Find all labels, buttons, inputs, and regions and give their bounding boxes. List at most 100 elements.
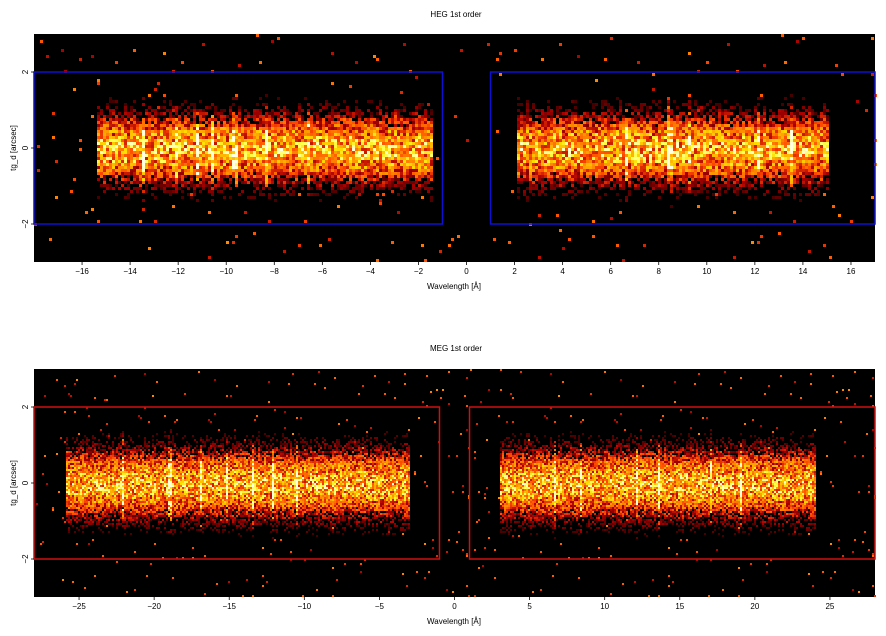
heatmap-cell (265, 169, 268, 172)
heatmap-cell (565, 172, 568, 175)
heatmap-cell (100, 139, 103, 142)
heatmap-cell (616, 130, 619, 133)
heatmap-cell (292, 193, 295, 196)
heatmap-cell (610, 112, 613, 115)
heatmap-cell (193, 148, 196, 151)
heatmap-cell (631, 127, 634, 130)
heatmap-cell (331, 127, 334, 130)
heatmap-cell (694, 136, 697, 139)
heatmap-cell (226, 127, 229, 130)
heatmap-cell (316, 118, 319, 121)
heatmap-cell (376, 148, 379, 151)
heatmap-cell (676, 160, 679, 163)
heatmap-cell (397, 154, 400, 157)
heatmap-cell (580, 139, 583, 142)
heatmap-cell (394, 115, 397, 118)
heatmap-cell (169, 130, 172, 133)
heatmap-cell (223, 151, 226, 154)
heatmap-cell (283, 130, 286, 133)
heatmap-cell (541, 190, 544, 193)
heatmap-cell (277, 124, 280, 127)
heatmap-cell (259, 109, 262, 112)
heatmap-cell (136, 121, 139, 124)
heatmap-cell (655, 133, 658, 136)
heatmap-cell (265, 142, 268, 145)
heatmap-cell (100, 142, 103, 145)
heatmap-cell (598, 184, 601, 187)
heatmap-cell (646, 130, 649, 133)
heatmap-cell (742, 184, 745, 187)
heatmap-cell (253, 109, 256, 112)
heatmap-cell (121, 166, 124, 169)
heatmap-cell (616, 97, 619, 100)
heatmap-cell (559, 178, 562, 181)
heatmap-cell (667, 127, 670, 130)
heatmap-cell (640, 115, 643, 118)
heatmap-cell (553, 163, 556, 166)
heatmap-cell (403, 166, 406, 169)
heatmap-cell (139, 178, 142, 181)
heatmap-cell (643, 175, 646, 178)
heatmap-cell (415, 145, 418, 148)
heatmap-cell (112, 124, 115, 127)
heatmap-cell (340, 148, 343, 151)
heatmap-cell (547, 139, 550, 142)
heatmap-cell (208, 157, 211, 160)
heatmap-cell (631, 139, 634, 142)
heatmap-cell (517, 175, 520, 178)
heatmap-cell (709, 163, 712, 166)
heatmap-cell (370, 175, 373, 178)
heatmap-cell (145, 160, 148, 163)
heatmap-cell (253, 184, 256, 187)
heatmap-cell (139, 172, 142, 175)
heatmap-cell (757, 154, 760, 157)
heatmap-cell (181, 160, 184, 163)
heatmap-cell (313, 121, 316, 124)
heatmap-cell (748, 130, 751, 133)
heatmap-cell (670, 205, 673, 208)
heatmap-cell (226, 166, 229, 169)
heatmap-cell (292, 130, 295, 133)
heatmap-cell (742, 148, 745, 151)
heatmap-cell (181, 196, 184, 199)
heatmap-cell (517, 160, 520, 163)
heatmap-cell (343, 142, 346, 145)
heatmap-cell (646, 112, 649, 115)
heatmap-cell (259, 145, 262, 148)
heatmap-cell (127, 184, 130, 187)
heatmap-cell (376, 259, 379, 262)
heatmap-cell (613, 142, 616, 145)
heatmap-cell (304, 121, 307, 124)
heatmap-cell (598, 115, 601, 118)
heatmap-cell (394, 112, 397, 115)
heatmap-cell (331, 112, 334, 115)
heatmap-cell (97, 106, 100, 109)
heatmap-cell (163, 142, 166, 145)
heatmap-cell (538, 172, 541, 175)
heatmap-cell (751, 124, 754, 127)
heatmap-cell (331, 160, 334, 163)
heatmap-cell (313, 169, 316, 172)
heatmap-cell (700, 181, 703, 184)
heatmap-cell (202, 166, 205, 169)
heatmap-cell (103, 184, 106, 187)
heatmap-cell (127, 148, 130, 151)
heatmap-cell (661, 148, 664, 151)
heatmap-cell (163, 160, 166, 163)
heatmap-cell (217, 154, 220, 157)
heatmap-cell (169, 145, 172, 148)
heatmap-cell (259, 136, 262, 139)
heatmap-cell (124, 148, 127, 151)
heatmap-cell (697, 190, 700, 193)
heatmap-cell (319, 181, 322, 184)
heatmap-cell (592, 127, 595, 130)
heatmap-cell (700, 166, 703, 169)
heatmap-cell (145, 190, 148, 193)
heatmap-cell (643, 124, 646, 127)
heatmap-cell (415, 172, 418, 175)
heatmap-cell (709, 130, 712, 133)
heatmap-cell (613, 133, 616, 136)
heatmap-cell (640, 136, 643, 139)
heatmap-cell (301, 127, 304, 130)
heatmap-cell (706, 136, 709, 139)
